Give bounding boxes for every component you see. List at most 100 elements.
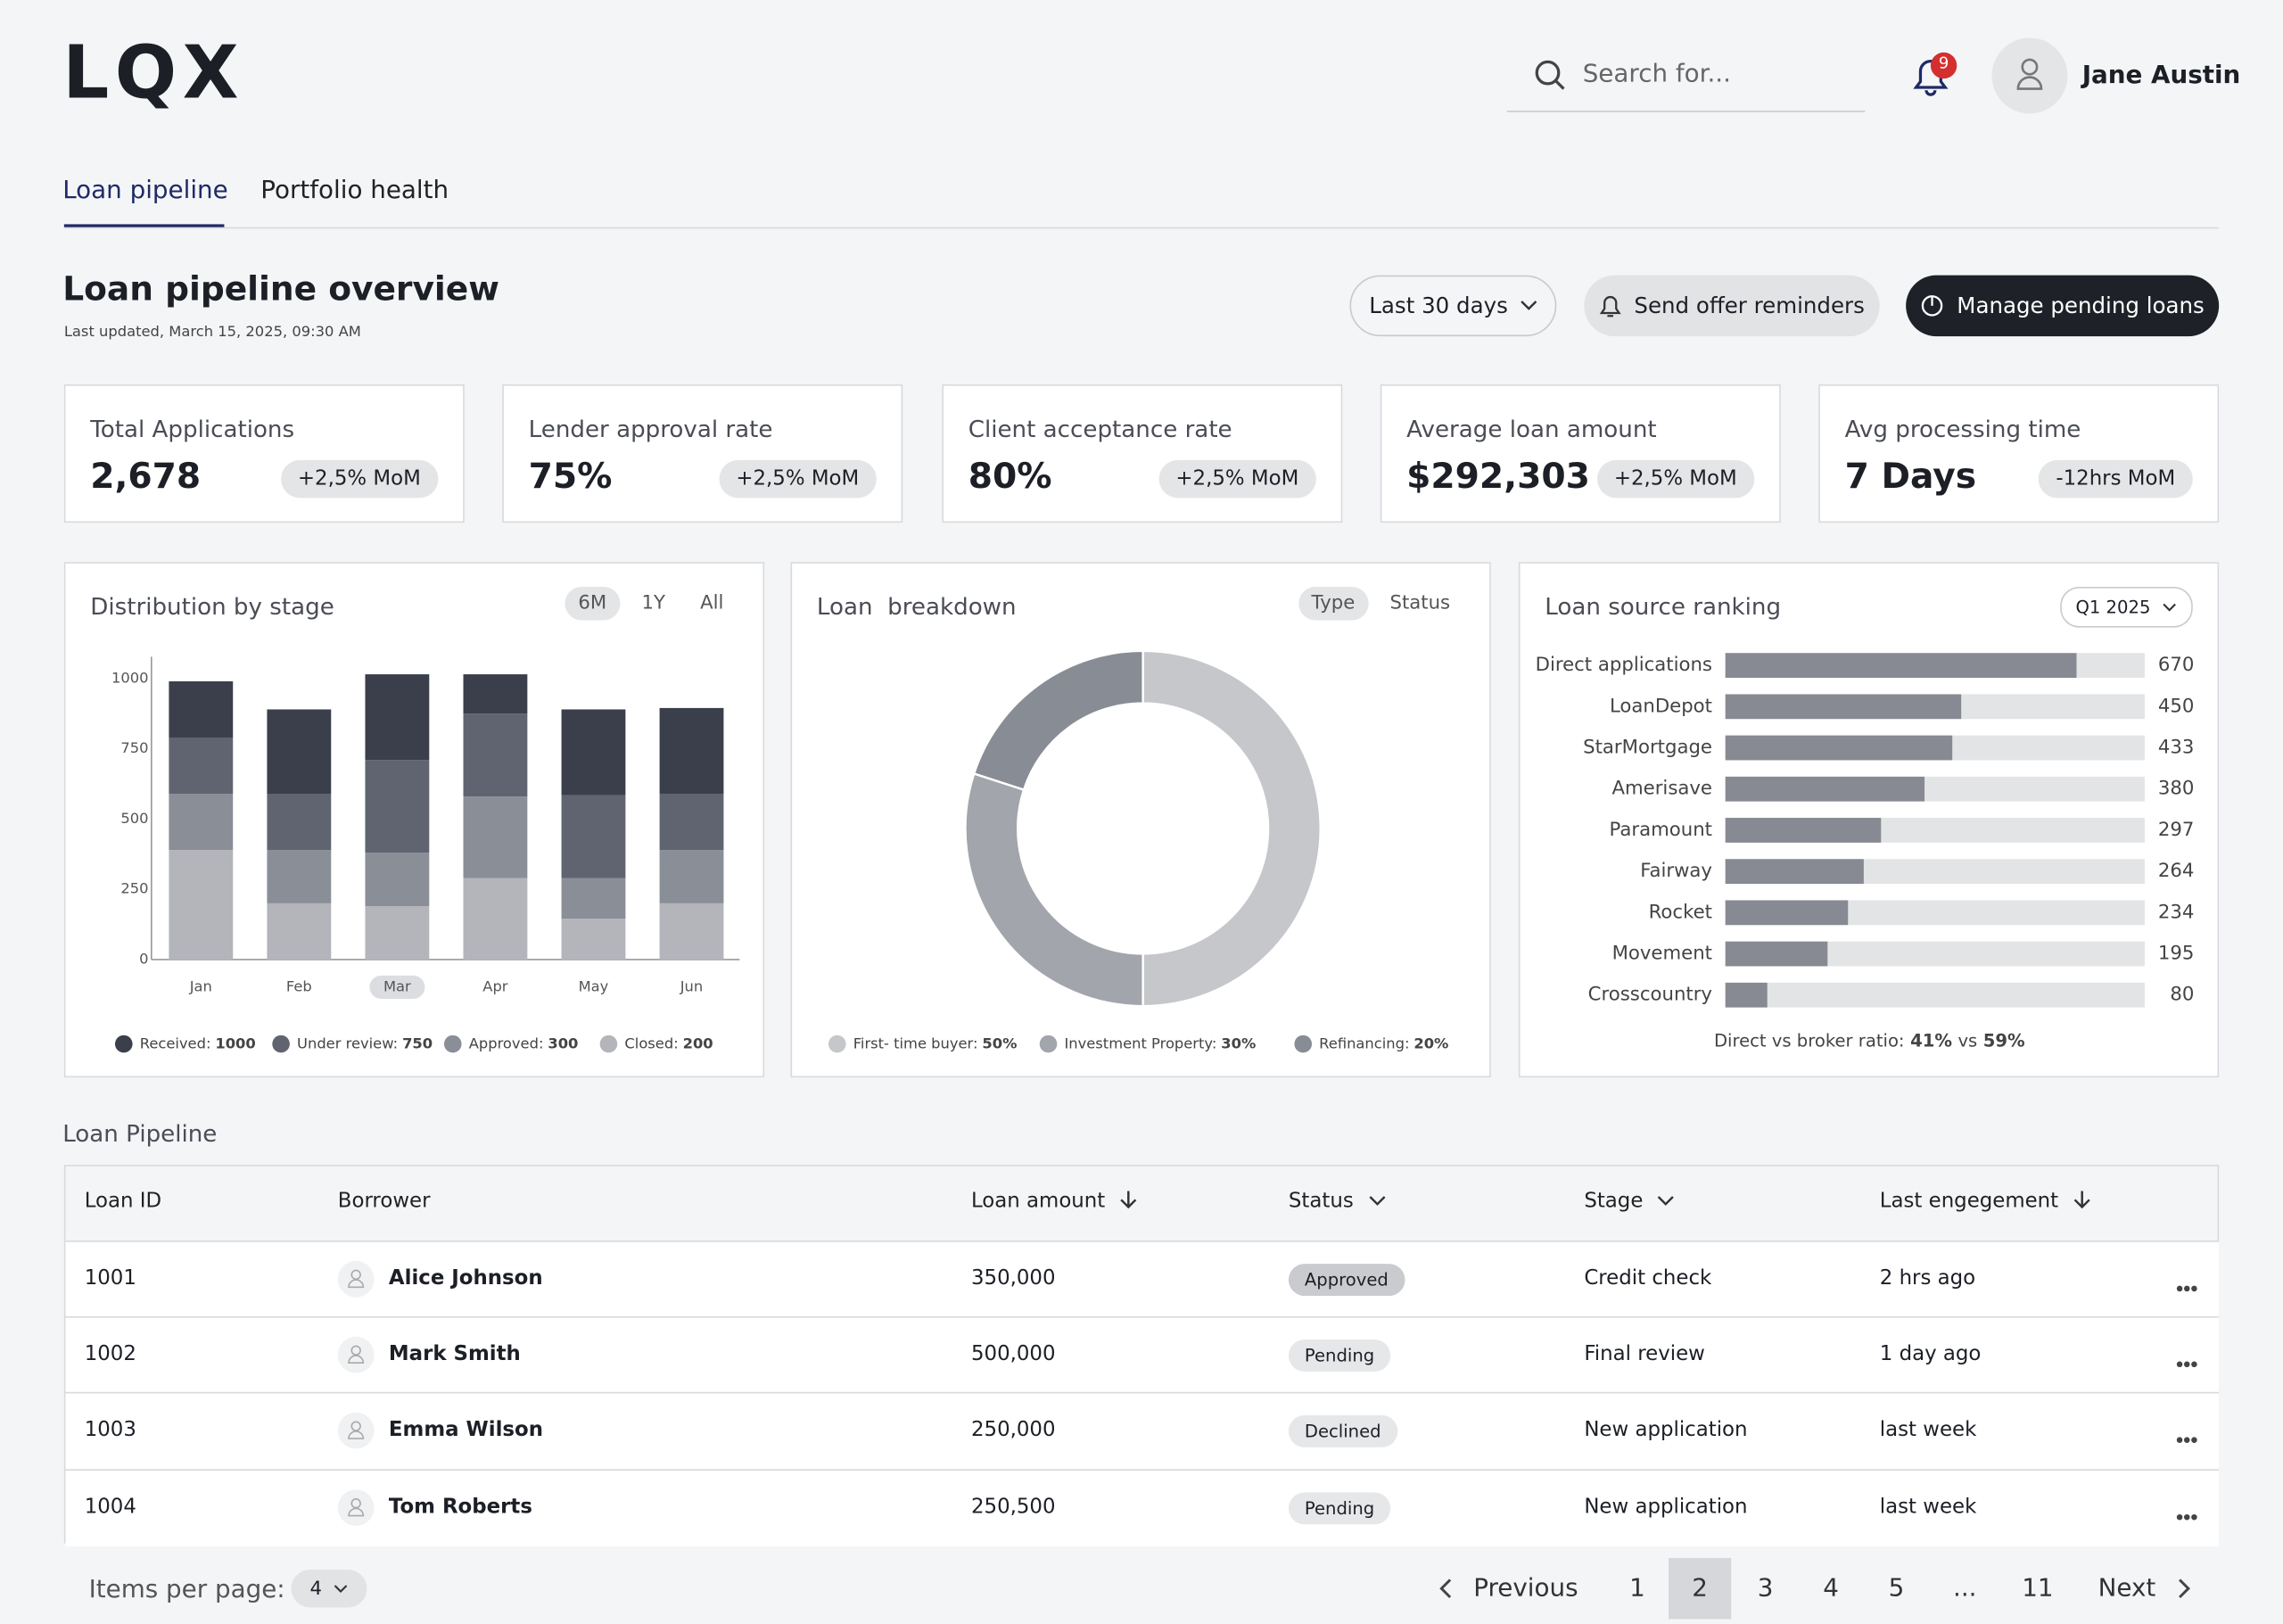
row-menu[interactable] [2175, 1499, 2198, 1527]
row-menu[interactable] [2175, 1271, 2198, 1298]
table-cell: New application [1584, 1418, 1748, 1442]
page-number[interactable]: 11 [2022, 1573, 2054, 1603]
page-number[interactable]: 3 [1757, 1573, 1774, 1603]
table-row[interactable]: 1001 Alice Johnson 350,000 Approved Credit c… [65, 1241, 2220, 1318]
toggle-option[interactable]: Type [1298, 586, 1368, 621]
filter-icon [1658, 1190, 1676, 1213]
table-row[interactable]: 1004 Tom Roberts 250,500 Pending New applica… [65, 1468, 2220, 1546]
row-menu[interactable] [2175, 1423, 2198, 1451]
page-number[interactable]: ... [1953, 1573, 1977, 1603]
kpi-value: $292,303 [1406, 456, 1590, 497]
category-label: Rocket [1649, 901, 1712, 923]
previous-button[interactable]: Previous [1438, 1558, 1578, 1620]
period-label: Last 30 days [1369, 293, 1508, 319]
chevron [334, 1584, 348, 1593]
legend-name: Under review: [297, 1035, 398, 1051]
toggle-option[interactable]: 6M [565, 586, 620, 621]
kpi-label: Client acceptance rate [968, 415, 1232, 443]
bar-segment [659, 850, 724, 903]
chevron [2163, 602, 2176, 611]
bar-segment [659, 903, 724, 960]
items-dropdown[interactable]: 4 [291, 1569, 367, 1608]
column-header[interactable]: Loan ID [85, 1190, 161, 1213]
legend-label: Closed: 200 [624, 1035, 713, 1051]
column-label: Loan ID [84, 1189, 162, 1213]
column-header[interactable]: Loan amount [971, 1190, 1137, 1213]
bar-segment [463, 796, 528, 878]
manage-button[interactable]: Manage pending loans [1906, 275, 2220, 337]
bar-segment [659, 794, 724, 851]
table-row[interactable]: 1002 Mark Smith 500,000 Pending Final review… [65, 1316, 2220, 1394]
category-label: StarMortgage [1583, 737, 1712, 759]
page-title: Loan pipeline overview [62, 270, 499, 309]
column-header[interactable]: Borrower [338, 1190, 431, 1213]
page-number[interactable]: 5 [1888, 1573, 1905, 1603]
kpi-change: +2,5% MoM [1158, 459, 1316, 499]
toggle-option[interactable]: 1Y [641, 592, 665, 614]
borrower-name: Emma Wilson [388, 1418, 544, 1442]
value-label: 264 [2158, 860, 2195, 882]
items-value: 4 [309, 1577, 323, 1600]
legend-swatch [1294, 1035, 1313, 1053]
filter-icon [1368, 1190, 1386, 1213]
y-tick-label: 250 [120, 880, 148, 897]
previous-label: Previous [1473, 1573, 1578, 1603]
next-button[interactable]: Next [2098, 1558, 2191, 1620]
reminder-button[interactable]: Send offer reminders [1584, 275, 1880, 337]
borrower-avatar [337, 1413, 375, 1450]
selected-category [369, 975, 425, 999]
bar [1725, 859, 1864, 885]
avatar[interactable] [1991, 37, 2068, 114]
toggle-option[interactable]: Status [1389, 592, 1451, 614]
tab-active[interactable]: Loan pipeline [62, 176, 228, 206]
quarter-dropdown[interactable]: Q1 2025 [2059, 586, 2193, 628]
bar-segment [267, 850, 332, 903]
tab[interactable]: Portfolio health [260, 176, 449, 206]
column-header[interactable]: Status [1289, 1190, 1386, 1213]
bar [1725, 653, 2077, 678]
bar-segment [561, 795, 626, 878]
bar-segment [463, 713, 528, 797]
note-part: 59% [1983, 1030, 2025, 1051]
legend-value: 20% [1413, 1035, 1448, 1051]
source-chart: Direct applications 670 LoanDepot 450 StarMo… [1536, 653, 2195, 1051]
page-number[interactable]: 2 [1669, 1557, 1732, 1620]
table-cell: 1002 [84, 1342, 136, 1366]
notification-bell[interactable] [1908, 50, 1966, 103]
page-number[interactable]: 1 [1629, 1573, 1645, 1603]
table-row[interactable]: 1003 Emma Wilson 250,000 Declined New applic… [65, 1392, 2220, 1470]
search-box[interactable]: Search for... [1506, 41, 1866, 112]
period-dropdown[interactable]: Last 30 days [1349, 275, 1557, 337]
range-toggle: 6M 1Y All [565, 586, 737, 621]
quarter-label: Q1 2025 [2075, 597, 2151, 618]
bar-segment [365, 906, 430, 960]
table-cell: 2 hrs ago [1879, 1266, 1976, 1290]
status-chip: Declined [1288, 1415, 1397, 1448]
x-tick-label: Jun [680, 977, 704, 994]
borrower-name: Mark Smith [388, 1342, 521, 1366]
kpi-change: +2,5% MoM [280, 459, 439, 499]
chevron-right [2178, 1579, 2190, 1599]
items-label: Items per page: [88, 1575, 285, 1605]
column-header[interactable]: Last engegement [1880, 1190, 2090, 1213]
row-menu[interactable] [2175, 1348, 2198, 1375]
kpi-change: +2,5% MoM [1596, 459, 1755, 499]
donut-slice [1142, 649, 1323, 1008]
logo[interactable]: LQX [62, 30, 245, 115]
table-cell: 250,500 [970, 1495, 1056, 1519]
value-label: 80 [2170, 984, 2194, 1006]
kpi-card: Lender approval rate 75% +2,5% MoM [502, 384, 903, 523]
status-chip: Pending [1288, 1340, 1391, 1373]
reminder-label: Send offer reminders [1634, 293, 1865, 319]
table-cell: 1 day ago [1879, 1342, 1982, 1366]
user-name[interactable]: Jane Austin [2081, 61, 2241, 91]
donut-slice [964, 771, 1144, 1008]
column-header[interactable]: Stage [1584, 1190, 1675, 1213]
sort-icon [1120, 1190, 1138, 1213]
source-chart-card: Loan source ranking Q1 2025 Direct appli… [1518, 562, 2220, 1078]
kpi-value: 80% [968, 456, 1052, 497]
toggle-option[interactable]: All [700, 592, 724, 614]
search-icon [1535, 60, 1565, 90]
page-number[interactable]: 4 [1823, 1573, 1839, 1603]
legend-name: First- time buyer: [853, 1035, 978, 1051]
